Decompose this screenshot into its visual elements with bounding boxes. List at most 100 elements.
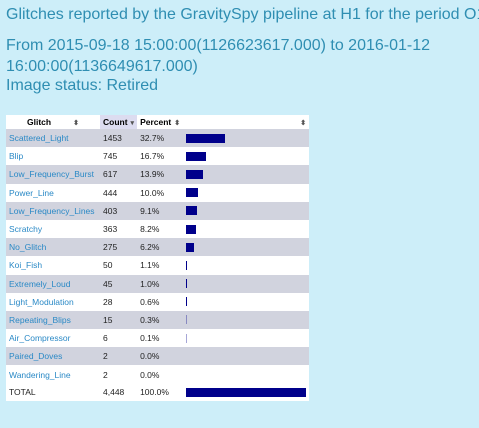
table-row: No_Glitch 275 6.2% bbox=[6, 238, 310, 257]
percent-bar bbox=[186, 297, 188, 307]
count-cell: 363 bbox=[100, 219, 138, 239]
bar-track bbox=[186, 169, 306, 179]
glitch-link[interactable]: Air_Compressor bbox=[9, 333, 71, 344]
bar-cell bbox=[183, 383, 310, 401]
count-cell: 6 bbox=[100, 329, 138, 348]
total-count: 4,448 bbox=[100, 383, 138, 401]
bar-cell bbox=[183, 201, 310, 220]
table-row: Scratchy 363 8.2% bbox=[6, 219, 310, 239]
sort-icon: ⬍ bbox=[174, 120, 181, 127]
glitch-cell: Scattered_Light bbox=[6, 129, 100, 148]
bar-track bbox=[186, 224, 306, 234]
bar-cell bbox=[183, 147, 310, 166]
count-cell: 745 bbox=[100, 147, 138, 166]
count-cell: 403 bbox=[100, 201, 138, 220]
glitch-link[interactable]: Paired_Doves bbox=[9, 351, 63, 362]
glitch-cell: Air_Compressor bbox=[6, 329, 100, 348]
percent-cell: 9.1% bbox=[137, 201, 184, 220]
title-line-3: 16:00:00(1136649617.000) bbox=[6, 58, 198, 75]
glitch-link[interactable]: No_Glitch bbox=[9, 242, 47, 253]
percent-cell: 6.2% bbox=[137, 238, 184, 257]
bar-track bbox=[186, 279, 306, 289]
header-bar[interactable]: ⬍ bbox=[183, 115, 310, 129]
bar-cell bbox=[183, 347, 310, 366]
total-label: TOTAL bbox=[6, 383, 100, 401]
bar-cell bbox=[183, 365, 310, 384]
percent-cell: 0.0% bbox=[137, 365, 184, 384]
bar-track bbox=[186, 297, 306, 307]
bar-track bbox=[186, 188, 306, 198]
percent-cell: 10.0% bbox=[137, 183, 184, 202]
glitch-link[interactable]: Repeating_Blips bbox=[9, 314, 71, 325]
glitch-link[interactable]: Scattered_Light bbox=[9, 133, 69, 144]
count-cell: 28 bbox=[100, 292, 138, 311]
bar-track bbox=[186, 315, 306, 325]
header-glitch[interactable]: Glitch ⬍ bbox=[6, 115, 100, 129]
image-status: Image status: Retired bbox=[6, 77, 159, 94]
percent-bar bbox=[186, 169, 203, 179]
sorted-descending-icon: ▾ bbox=[130, 120, 135, 127]
glitch-link[interactable]: Power_Line bbox=[9, 187, 54, 198]
count-cell: 15 bbox=[100, 310, 138, 330]
total-percent: 100.0% bbox=[137, 383, 184, 401]
glitch-cell: Low_Frequency_Lines bbox=[6, 201, 100, 220]
table-row: Scattered_Light 1453 32.7% bbox=[6, 129, 310, 148]
percent-cell: 8.2% bbox=[137, 219, 184, 239]
header-percent[interactable]: Percent ⬍ bbox=[137, 115, 184, 129]
bar-track bbox=[186, 133, 306, 143]
glitch-cell: Blip bbox=[6, 147, 100, 166]
percent-cell: 13.9% bbox=[137, 165, 184, 184]
percent-cell: 0.3% bbox=[137, 310, 184, 330]
glitch-link[interactable]: Koi_Fish bbox=[9, 260, 43, 271]
title-line-2: From 2015-09-18 15:00:00(1126623617.000)… bbox=[6, 37, 431, 54]
percent-bar bbox=[186, 260, 188, 270]
bar-track bbox=[186, 352, 306, 361]
table-row: Extremely_Loud 45 1.0% bbox=[6, 274, 310, 293]
glitch-link[interactable]: Scratchy bbox=[9, 224, 43, 235]
table-row: Wandering_Line 2 0.0% bbox=[6, 365, 310, 384]
count-cell: 2 bbox=[100, 347, 138, 366]
table-row: Light_Modulation 28 0.6% bbox=[6, 292, 310, 311]
percent-bar bbox=[186, 315, 188, 325]
bar-cell bbox=[183, 183, 310, 202]
percent-bar bbox=[186, 206, 198, 216]
glitch-cell: Koi_Fish bbox=[6, 256, 100, 275]
header-count[interactable]: Count ▾ bbox=[100, 115, 138, 129]
bar-cell bbox=[183, 165, 310, 184]
glitch-cell: No_Glitch bbox=[6, 238, 100, 257]
percent-bar bbox=[186, 151, 207, 161]
bar-cell bbox=[183, 238, 310, 257]
table-row: Low_Frequency_Lines 403 9.1% bbox=[6, 201, 310, 220]
glitch-link[interactable]: Blip bbox=[9, 151, 24, 162]
bar-track bbox=[186, 242, 306, 252]
total-row: TOTAL 4,448 100.0% bbox=[6, 383, 310, 401]
table-row: Low_Frequency_Burst 617 13.9% bbox=[6, 165, 310, 184]
percent-cell: 0.6% bbox=[137, 292, 184, 311]
percent-bar bbox=[186, 279, 188, 289]
percent-cell: 0.0% bbox=[137, 347, 184, 366]
glitch-link[interactable]: Low_Frequency_Burst bbox=[9, 169, 95, 180]
percent-cell: 16.7% bbox=[137, 147, 184, 166]
bar-cell bbox=[183, 274, 310, 293]
glitch-link[interactable]: Light_Modulation bbox=[9, 296, 74, 307]
sort-icon: ⬍ bbox=[73, 120, 79, 127]
glitch-cell: Repeating_Blips bbox=[6, 310, 100, 330]
glitch-link[interactable]: Wandering_Line bbox=[9, 369, 71, 380]
bar-cell bbox=[183, 310, 310, 330]
bar-cell bbox=[183, 256, 310, 275]
count-cell: 617 bbox=[100, 165, 138, 184]
count-cell: 1453 bbox=[100, 129, 138, 148]
glitch-cell: Extremely_Loud bbox=[6, 274, 100, 293]
glitch-link[interactable]: Extremely_Loud bbox=[9, 278, 71, 289]
count-cell: 50 bbox=[100, 256, 138, 275]
table-row: Paired_Doves 2 0.0% bbox=[6, 347, 310, 366]
header-percent-label: Percent bbox=[140, 117, 172, 127]
glitch-cell: Paired_Doves bbox=[6, 347, 100, 366]
bar-cell bbox=[183, 129, 310, 148]
glitch-link[interactable]: Low_Frequency_Lines bbox=[9, 205, 95, 216]
table-row: Repeating_Blips 15 0.3% bbox=[6, 310, 310, 330]
count-cell: 275 bbox=[100, 238, 138, 257]
percent-cell: 0.1% bbox=[137, 329, 184, 348]
total-bar bbox=[186, 387, 307, 397]
